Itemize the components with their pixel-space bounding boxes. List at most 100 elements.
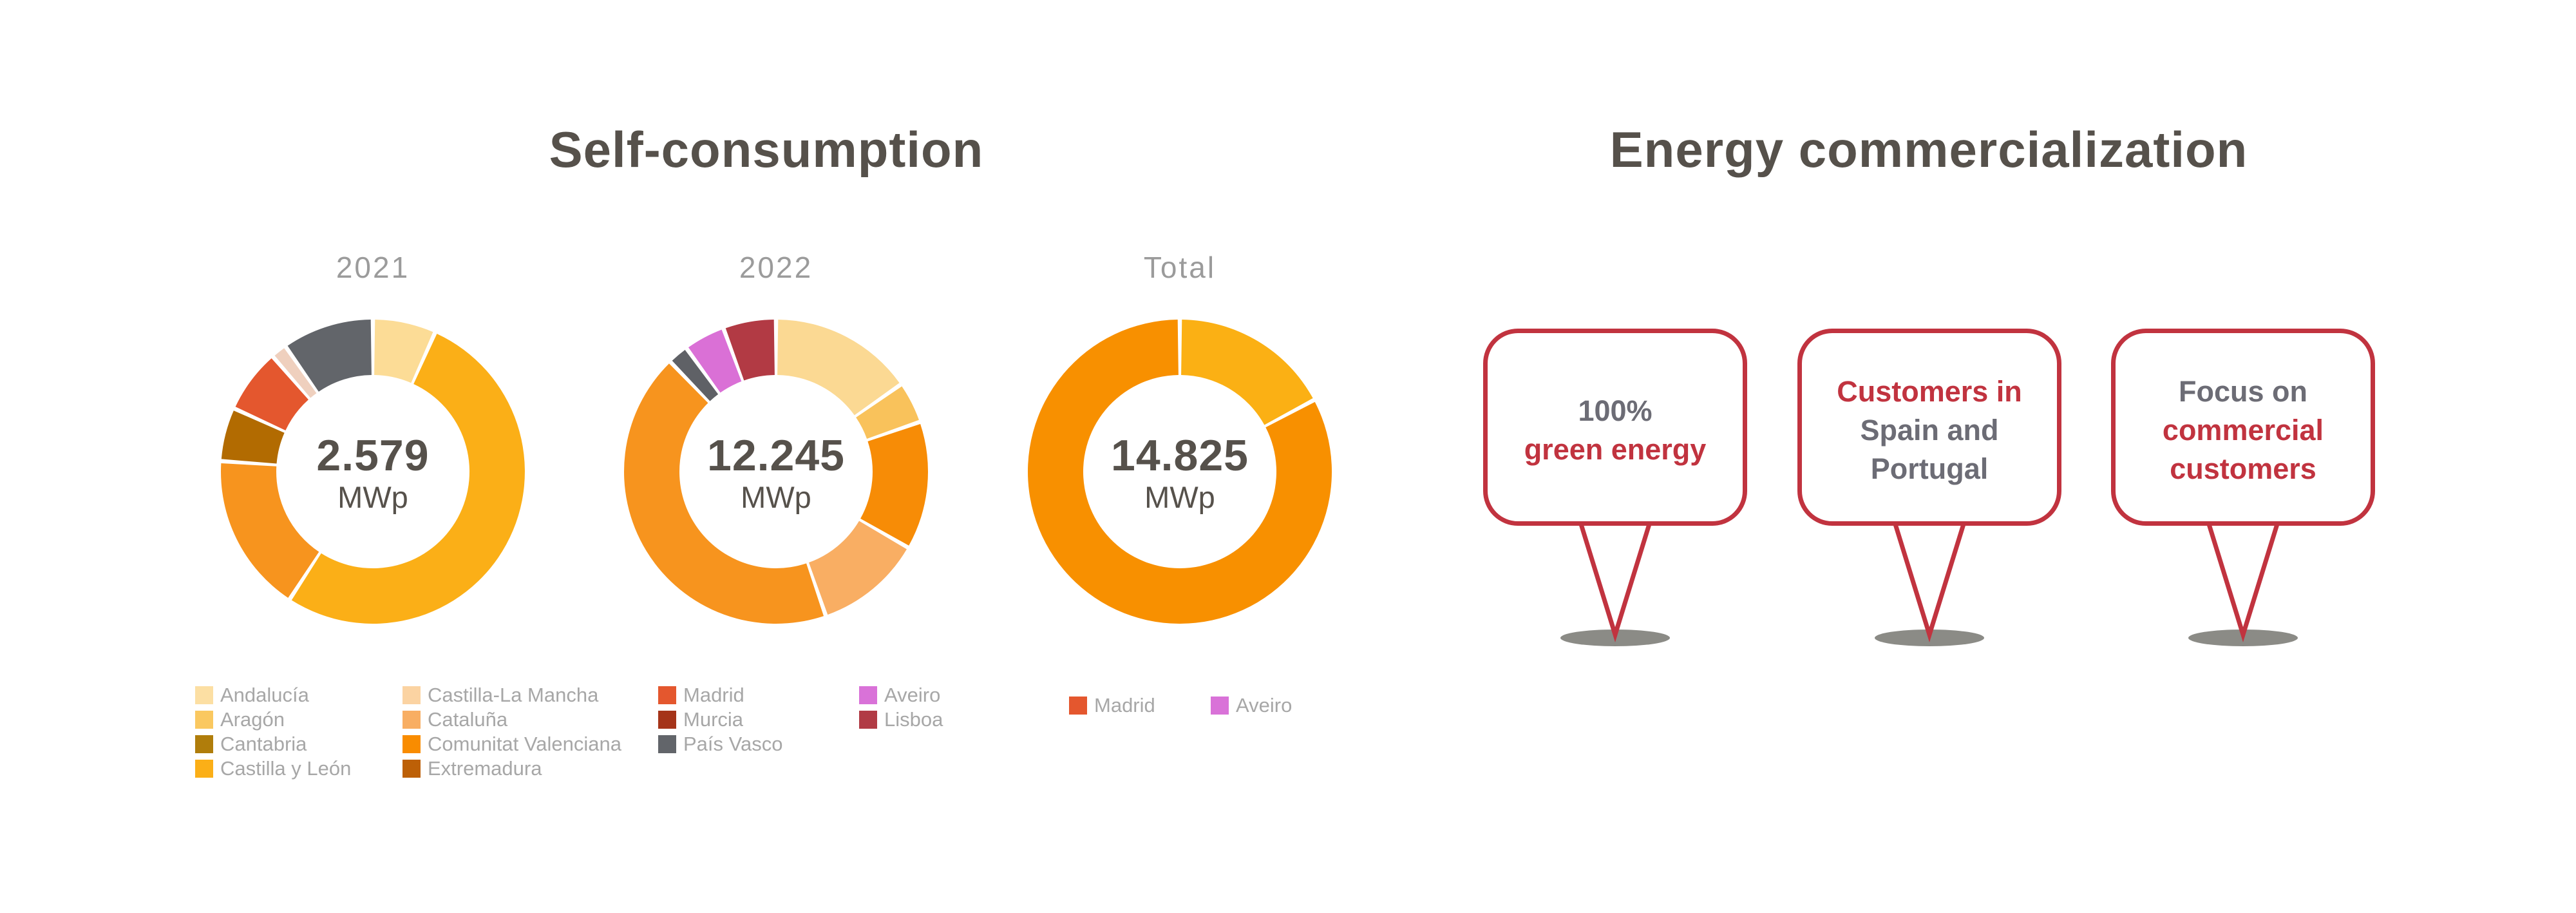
- legend-column-2: Castilla-La Mancha Cataluña Comunitat Vale…: [402, 684, 621, 784]
- donut-segment-madrid: [624, 363, 824, 624]
- legend-swatch: [859, 711, 877, 729]
- callout-pointer: [2205, 520, 2281, 642]
- donut-chart-2022: [621, 317, 931, 626]
- legend-swatch: [1069, 697, 1087, 715]
- legend-column-1: Andalucía Aragón Cantabria Castilla y León: [195, 684, 352, 784]
- legend-label: País Vasco: [683, 733, 783, 755]
- donut-group-total: Total 14.825 MWp: [1025, 251, 1334, 651]
- callout-green-energy: 100% green energy: [1483, 329, 1747, 664]
- donut-segment-lisboa: [725, 320, 775, 381]
- legend-swatch: [195, 735, 213, 753]
- legend-label: Cantabria: [220, 733, 307, 755]
- callout-pointer: [1577, 520, 1653, 642]
- legend-swatch: [195, 711, 213, 729]
- legend-swatch: [402, 686, 421, 704]
- section-title-energy-commercialization: Energy commercialization: [1609, 121, 2248, 178]
- donut-svg: [221, 320, 525, 624]
- callout-spain-portugal: Customers in Spain and Portugal: [1797, 329, 2061, 664]
- donut-segment-castilla-la-mancha: [274, 348, 317, 398]
- legend-swatch: [402, 760, 421, 778]
- donut-chart-total: [1025, 317, 1334, 626]
- callout-bubble: 100% green energy: [1483, 329, 1747, 526]
- legend-item-comunitat-valenciana: Comunitat Valenciana: [402, 733, 621, 755]
- legend-label: Madrid: [683, 684, 744, 706]
- legend-item-pais-vasco: País Vasco: [658, 733, 783, 755]
- legend-item-extremadura: Extremadura: [402, 757, 621, 780]
- legend-item-aveiro: Aveiro: [1211, 694, 1293, 716]
- legend-item-castilla-y-leon: Castilla y León: [195, 757, 352, 780]
- legend-label: Comunitat Valenciana: [428, 733, 621, 755]
- legend-label: Aveiro: [1236, 694, 1293, 716]
- legend-label: Murcia: [683, 708, 744, 731]
- callout-text-line: customers: [2170, 452, 2316, 485]
- donut-segment-andalucia: [777, 320, 900, 416]
- callout-text-line: 100%: [1578, 394, 1653, 427]
- donut-segment-madrid: [1027, 320, 1332, 624]
- legend-item-madrid: Madrid: [658, 684, 783, 706]
- legend-label: Aveiro: [884, 684, 941, 706]
- legend-swatch: [1211, 697, 1229, 715]
- donut-group-2021: 2021 2.579 MWp: [218, 251, 527, 651]
- section-title-self-consumption: Self-consumption: [549, 121, 984, 178]
- legend-label: Lisboa: [884, 708, 943, 731]
- callout-text-line: green energy: [1524, 433, 1707, 466]
- legend-swatch: [195, 686, 213, 704]
- legend-label: Madrid: [1094, 694, 1155, 716]
- callout-text-line: Focus on: [2179, 375, 2307, 408]
- legend-item-andalucia: Andalucía: [195, 684, 351, 706]
- legend-swatch: [658, 711, 676, 729]
- donut-segment-cantabria: [221, 410, 285, 464]
- legend-label: Extremadura: [428, 757, 542, 780]
- legend-label: Andalucía: [220, 684, 309, 706]
- donut-svg: [624, 320, 928, 624]
- legend-column-3: Madrid Murcia País Vasco: [658, 684, 783, 760]
- donut-segment-cataluna: [809, 521, 907, 615]
- callout-text-line: Portugal: [1870, 452, 1989, 485]
- chart-year-label: 2022: [739, 251, 813, 284]
- callout-pointer: [1891, 520, 1967, 642]
- legend-label: Cataluña: [428, 708, 508, 731]
- legend-label: Aragón: [220, 708, 285, 731]
- legend-item-cantabria: Cantabria: [195, 733, 351, 755]
- donut-segment-pais-vasco: [672, 350, 719, 401]
- legend-label: Castilla-La Mancha: [428, 684, 599, 706]
- legend-swatch: [402, 711, 421, 729]
- donut-segment-unlabeled: [1181, 320, 1313, 425]
- legend-item-aveiro: Aveiro: [859, 684, 943, 706]
- chart-year-label: Total: [1143, 251, 1217, 284]
- legend-swatch: [658, 686, 676, 704]
- legend-label: Castilla y León: [220, 757, 352, 780]
- legend-item-madrid: Madrid: [1069, 694, 1155, 716]
- donut-segment-castilla-y-leon: [291, 333, 525, 624]
- callout-bubble: Focus on commercial customers: [2111, 329, 2375, 526]
- legend-swatch: [195, 760, 213, 778]
- total-legend-madrid: Madrid: [1069, 694, 1155, 721]
- donut-segment-aragon: [856, 386, 919, 439]
- legend-swatch: [859, 686, 877, 704]
- callout-commercial-customers: Focus on commercial customers: [2111, 329, 2375, 664]
- callout-text-line: Spain and: [1860, 414, 1999, 447]
- donut-segment-comunitat-valenciana: [221, 463, 319, 598]
- donut-segment-andalucia: [374, 320, 433, 383]
- legend-swatch: [658, 735, 676, 753]
- donut-segment-madrid: [235, 358, 308, 430]
- legend-column-4: Aveiro Lisboa: [859, 684, 943, 735]
- legend-item-lisboa: Lisboa: [859, 708, 943, 731]
- legend-item-cataluna: Cataluña: [402, 708, 621, 731]
- donut-segment-pais-vasco: [287, 320, 372, 392]
- donut-segment-aveiro: [688, 329, 742, 393]
- donut-group-2022: 2022 12.245 MWp: [621, 251, 931, 651]
- callout-bubble: Customers in Spain and Portugal: [1797, 329, 2061, 526]
- chart-year-label: 2021: [336, 251, 410, 284]
- donut-svg: [1027, 320, 1332, 624]
- donut-segment-comunitat-valenciana: [860, 423, 928, 546]
- legend-item-murcia: Murcia: [658, 708, 783, 731]
- total-legend-aveiro: Aveiro: [1211, 694, 1293, 721]
- legend-swatch: [402, 735, 421, 753]
- callout-text-line: Customers in: [1837, 375, 2022, 408]
- legend-item-aragon: Aragón: [195, 708, 351, 731]
- callout-text-line: commercial: [2162, 414, 2324, 447]
- legend-item-castilla-la-mancha: Castilla-La Mancha: [402, 684, 621, 706]
- donut-chart-2021: [218, 317, 527, 626]
